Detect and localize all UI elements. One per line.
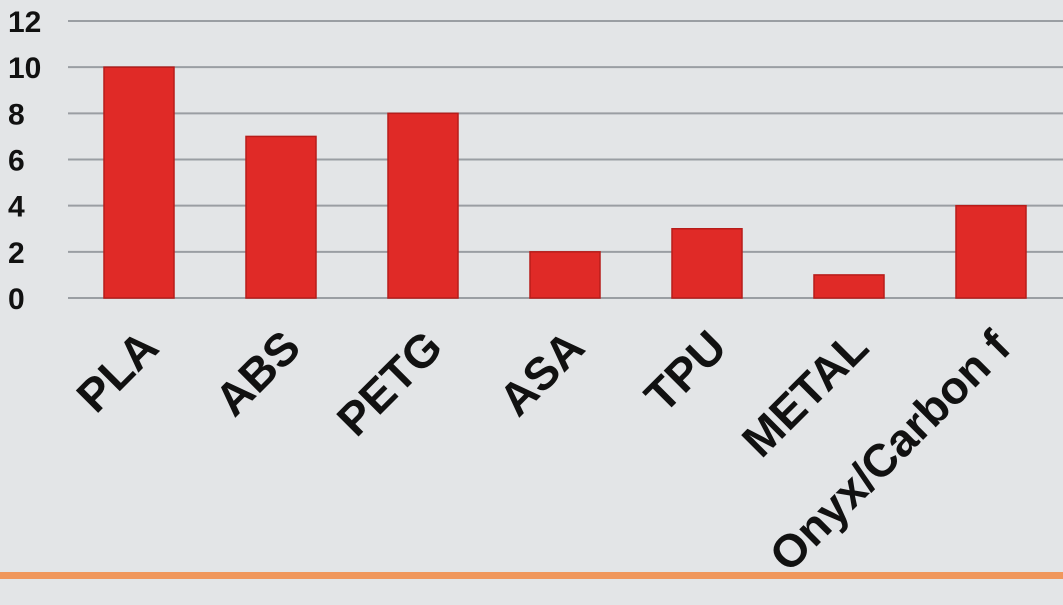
- y-tick-label: 4: [8, 191, 25, 224]
- bar-pla: [103, 66, 175, 299]
- x-category-label: PLA: [66, 320, 168, 422]
- bar-asa: [529, 251, 601, 299]
- y-tick-label: 2: [8, 237, 25, 270]
- y-tick-label: 0: [8, 283, 25, 316]
- gridlines: [68, 20, 1063, 299]
- y-axis-ticks: 0 2 4 6 8 10 12: [8, 6, 41, 316]
- accent-rule: [0, 572, 1063, 579]
- bar-abs: [245, 135, 317, 299]
- bar-onyx-carbon-f: [955, 204, 1027, 299]
- y-tick-label: 6: [8, 145, 25, 178]
- x-category-label: TPU: [634, 320, 736, 422]
- bar-metal: [813, 274, 885, 299]
- bar-petg: [387, 112, 459, 299]
- y-tick-label: 12: [8, 6, 41, 39]
- y-tick-label: 10: [8, 52, 41, 85]
- x-category-label: METAL: [732, 320, 878, 466]
- x-category-label: ABS: [205, 320, 310, 425]
- x-category-label: Onyx/Carbon f: [759, 320, 1020, 581]
- x-category-label: ASA: [489, 320, 594, 425]
- y-tick-label: 8: [8, 98, 25, 131]
- bars: [103, 66, 1027, 299]
- x-category-label: PETG: [327, 320, 452, 445]
- bar-tpu: [671, 228, 743, 299]
